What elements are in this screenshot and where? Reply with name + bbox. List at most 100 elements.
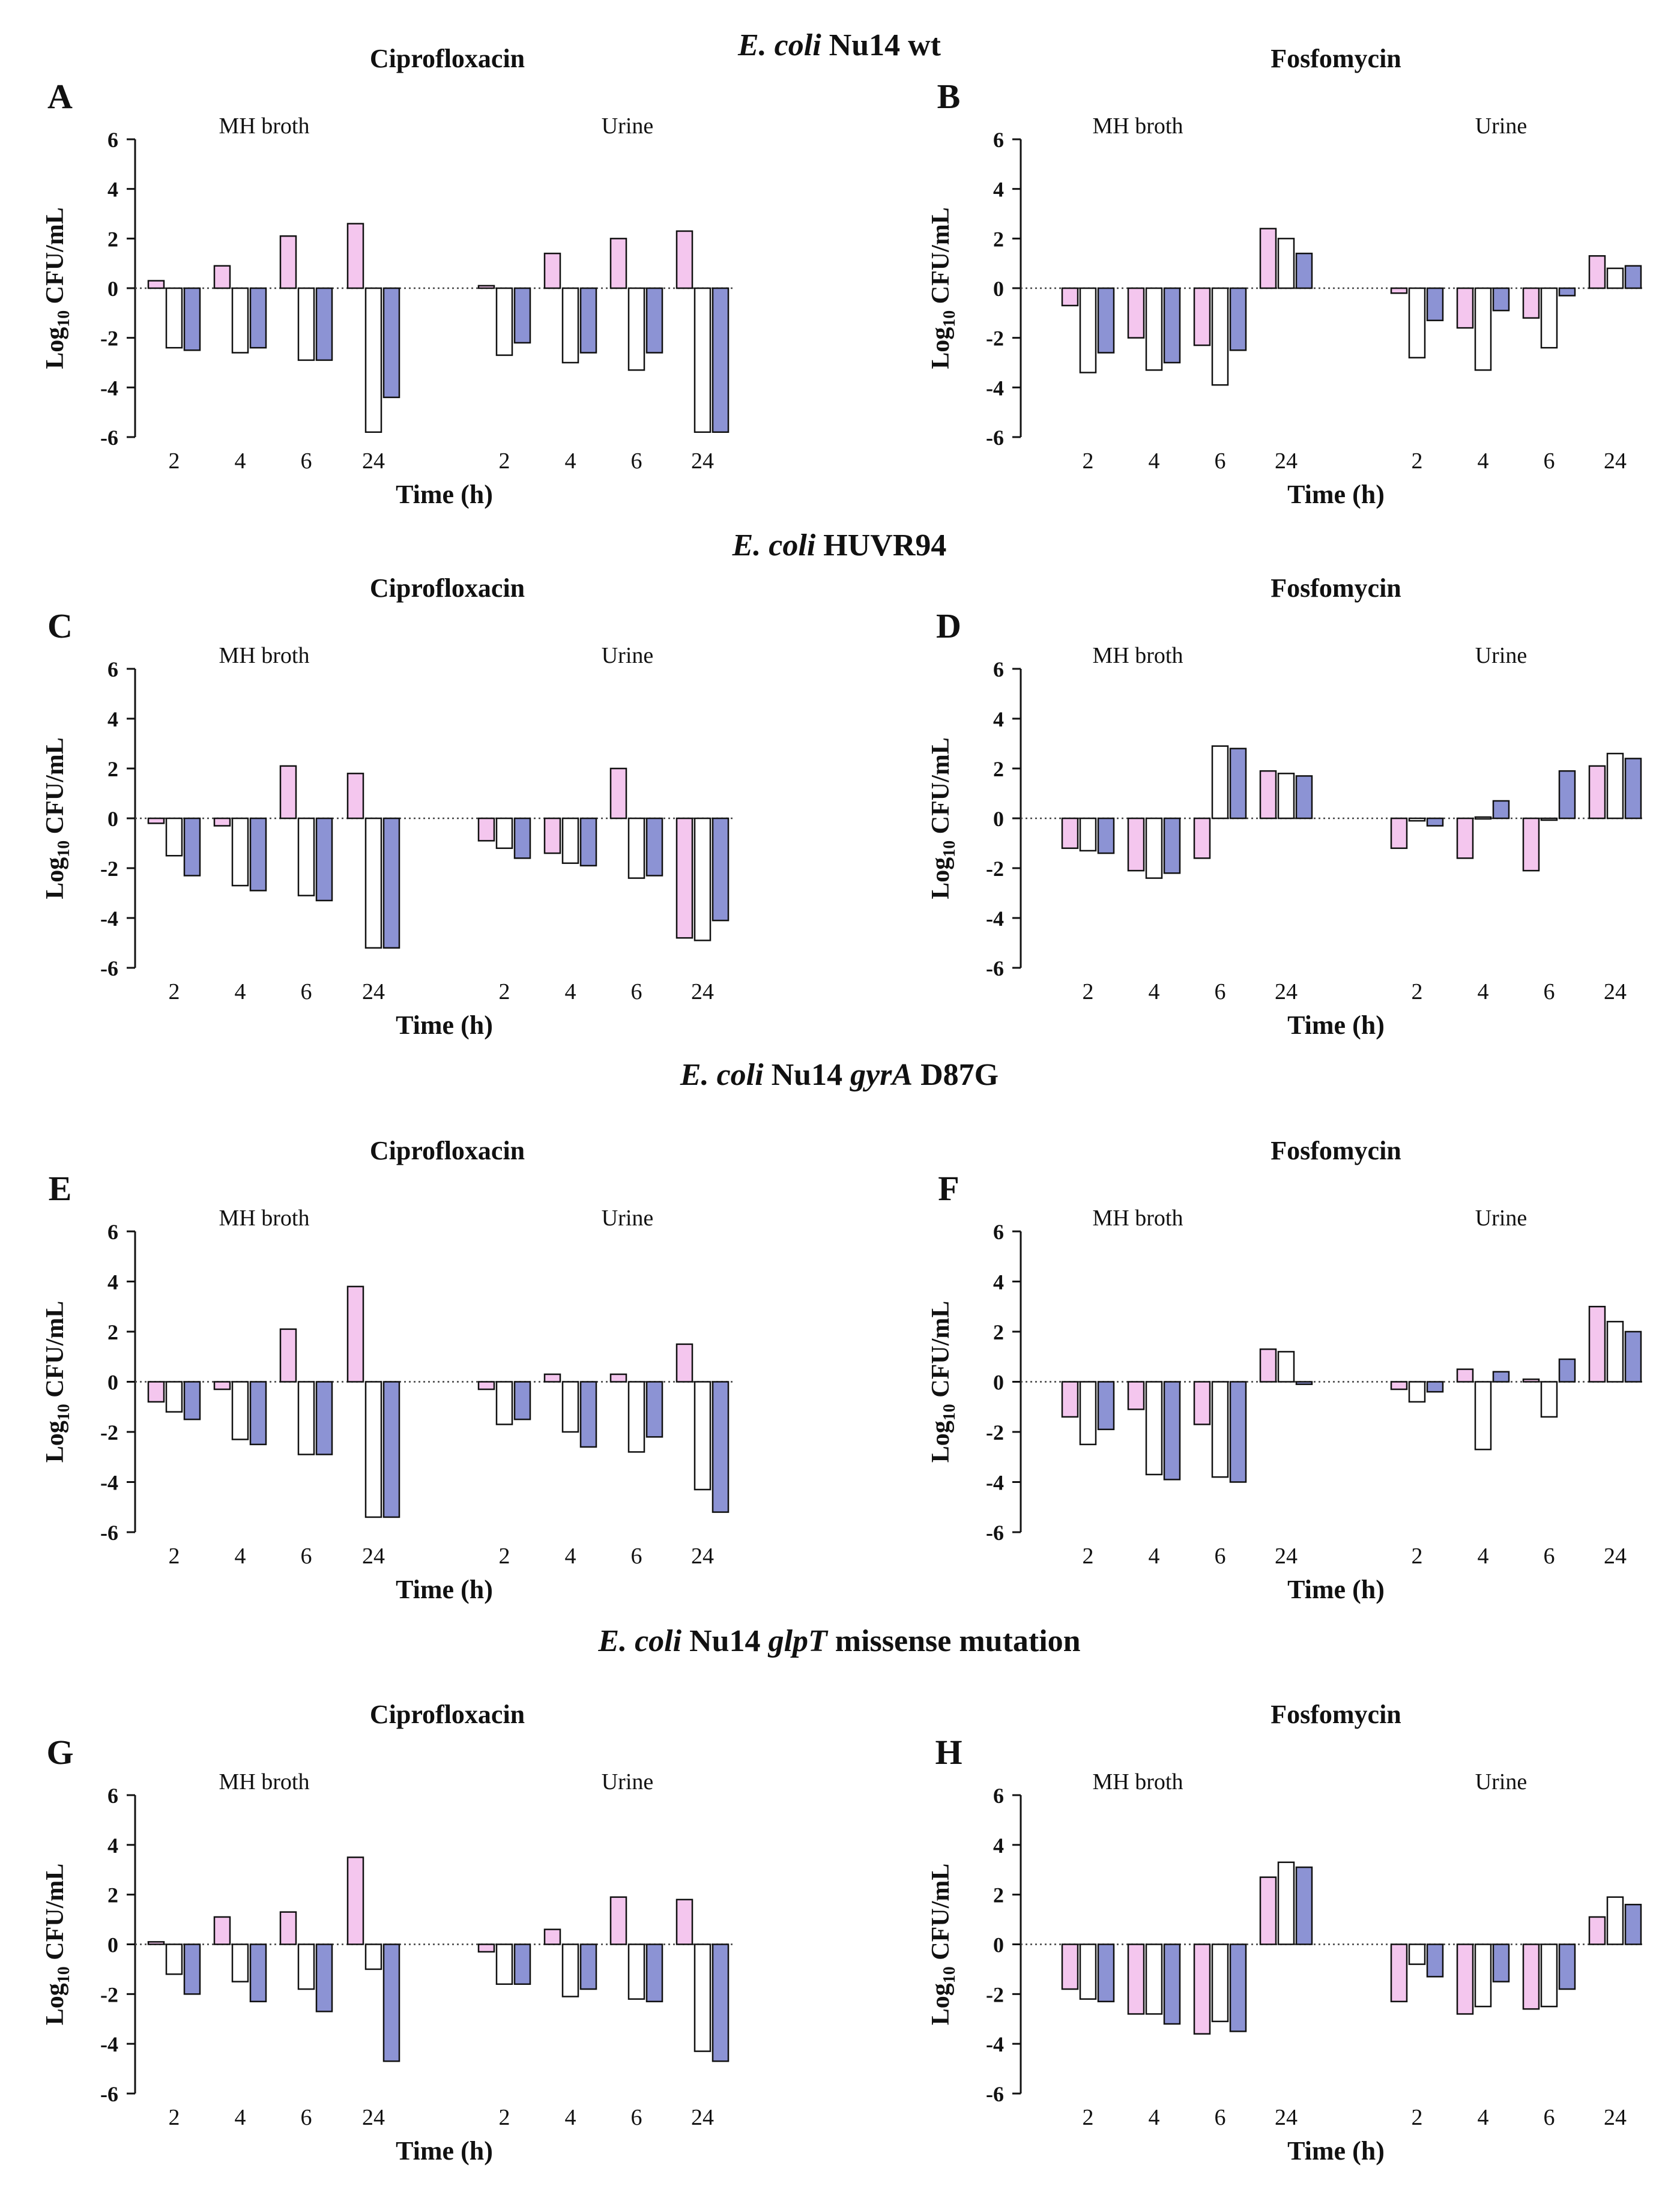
bar-E-s3-c5	[513, 1381, 531, 1421]
y-axis-label: Log10 CFU/mL	[41, 737, 73, 899]
y-tick-label: 4	[107, 1270, 118, 1294]
bar-D-s1-c4	[1259, 770, 1277, 820]
y-tick-label: 0	[993, 277, 1004, 301]
bar-H-s1-c7	[1522, 1943, 1540, 2010]
panel-letter: A	[47, 77, 73, 116]
bar-D-s3-c1	[1097, 817, 1115, 854]
bar-H-s3-c1	[1097, 1943, 1115, 2003]
bar-F-s2-c2	[1145, 1381, 1163, 1476]
x-tick-label: 6	[301, 979, 312, 1004]
y-axis-label: Log10 CFU/mL	[41, 1864, 73, 2026]
bar-G-s3-c8	[712, 1943, 730, 2062]
bar-C-s3-c5	[513, 817, 531, 859]
bar-B-s3-c8	[1624, 265, 1642, 289]
group-label: MH broth	[1093, 643, 1183, 668]
bar-E-s2-c5	[495, 1381, 513, 1425]
bar-G-s2-c3	[297, 1943, 315, 1990]
bar-E-s3-c6	[579, 1381, 597, 1448]
bar-D-s1-c8	[1588, 765, 1606, 820]
bar-E-s3-c1	[183, 1381, 201, 1421]
bar-D-s2-c2	[1145, 817, 1163, 879]
y-axis-label-part: 10	[940, 310, 959, 327]
y-tick-label: 4	[993, 1834, 1004, 1858]
y-axis-label-part: CFU/mL	[41, 1301, 69, 1404]
bar-H-s1-c2	[1127, 1943, 1145, 2015]
x-tick-label: 2	[1412, 1544, 1423, 1569]
y-tick-label: 6	[993, 128, 1004, 152]
bar-F-s3-c4	[1295, 1381, 1313, 1385]
y-tick-label: -4	[986, 1471, 1004, 1495]
bar-F-s2-c7	[1540, 1381, 1558, 1418]
y-tick-label: -2	[100, 1421, 118, 1445]
bar-H-s3-c5	[1426, 1943, 1444, 1978]
bar-B-s3-c7	[1558, 287, 1576, 297]
x-tick-label: 6	[301, 448, 312, 474]
y-axis-label-part: CFU/mL	[41, 207, 69, 310]
x-tick-label: 6	[1544, 448, 1555, 474]
group-label: Urine	[1475, 643, 1527, 668]
bar-A-s2-c7	[627, 287, 645, 371]
y-tick-label: -4	[100, 1471, 118, 1495]
bar-D-s2-c6	[1474, 816, 1492, 820]
bar-C-s1-c5	[477, 817, 495, 842]
section-title: E. coli Nu14 wt	[737, 28, 941, 62]
bar-H-s2-c5	[1408, 1943, 1426, 1965]
y-axis-label-part: Log	[927, 327, 955, 369]
bar-F-s1-c1	[1061, 1381, 1079, 1418]
bar-A-s3-c5	[513, 287, 531, 344]
x-tick-label: 4	[1149, 1544, 1160, 1569]
y-axis-label-part: CFU/mL	[927, 1864, 955, 1967]
x-axis-label: Time (h)	[1287, 1010, 1385, 1040]
bar-H-s2-c7	[1540, 1943, 1558, 2008]
bar-F-s3-c6	[1492, 1371, 1510, 1383]
y-tick-label: -4	[986, 907, 1004, 931]
bar-B-s3-c3	[1229, 287, 1247, 351]
y-tick-label: 2	[107, 1883, 118, 1907]
bar-C-s3-c8	[712, 817, 730, 922]
bar-C-s1-c3	[279, 765, 297, 820]
panel-title: Ciprofloxacin	[370, 1136, 525, 1165]
bar-A-s1-c6	[543, 252, 561, 289]
y-axis-label: Log10 CFU/mL	[41, 1301, 73, 1463]
section-title-part: Nu14	[764, 1058, 850, 1092]
x-tick-label: 24	[1604, 448, 1627, 474]
x-tick-label: 2	[169, 2105, 180, 2130]
x-tick-label: 24	[691, 448, 714, 474]
bar-A-s1-c8	[675, 230, 693, 289]
bar-C-s3-c6	[579, 817, 597, 867]
y-axis-label-part: Log	[927, 1983, 955, 2025]
y-tick-label: 6	[993, 657, 1004, 681]
y-axis-label-part: CFU/mL	[41, 1864, 69, 1967]
y-tick-label: 4	[993, 707, 1004, 731]
bar-G-s1-c7	[609, 1896, 627, 1945]
x-tick-label: 4	[1478, 448, 1489, 474]
y-axis-label-part: 10	[55, 841, 73, 857]
bar-E-s1-c6	[543, 1373, 561, 1383]
bar-D-s3-c7	[1558, 770, 1576, 820]
group-label: MH broth	[1093, 113, 1183, 139]
bar-E-s3-c2	[249, 1381, 267, 1446]
panel-title: Fosfomycin	[1271, 573, 1401, 603]
section-title: E. coli Nu14 gyrA D87G	[680, 1058, 999, 1092]
y-tick-label: 4	[993, 1270, 1004, 1294]
y-tick-label: -6	[100, 2082, 118, 2106]
y-axis-label-part: 10	[940, 1966, 959, 1983]
bar-F-s2-c4	[1277, 1351, 1295, 1383]
y-tick-label: 6	[107, 1784, 118, 1808]
bar-D-s3-c6	[1492, 800, 1510, 820]
bar-C-s3-c1	[183, 817, 201, 877]
bar-D-s1-c2	[1127, 817, 1145, 872]
bar-G-s1-c2	[213, 1916, 231, 1945]
x-tick-label: 2	[1083, 448, 1094, 474]
section-title-part: HUVR94	[815, 528, 946, 563]
y-tick-label: -2	[986, 327, 1004, 351]
bar-E-s2-c4	[364, 1381, 382, 1518]
x-tick-label: 24	[1604, 979, 1627, 1004]
bar-G-s3-c3	[315, 1943, 333, 2012]
bar-D-s3-c2	[1163, 817, 1181, 874]
y-tick-label: -6	[986, 1521, 1004, 1545]
x-axis-label: Time (h)	[396, 1575, 493, 1604]
